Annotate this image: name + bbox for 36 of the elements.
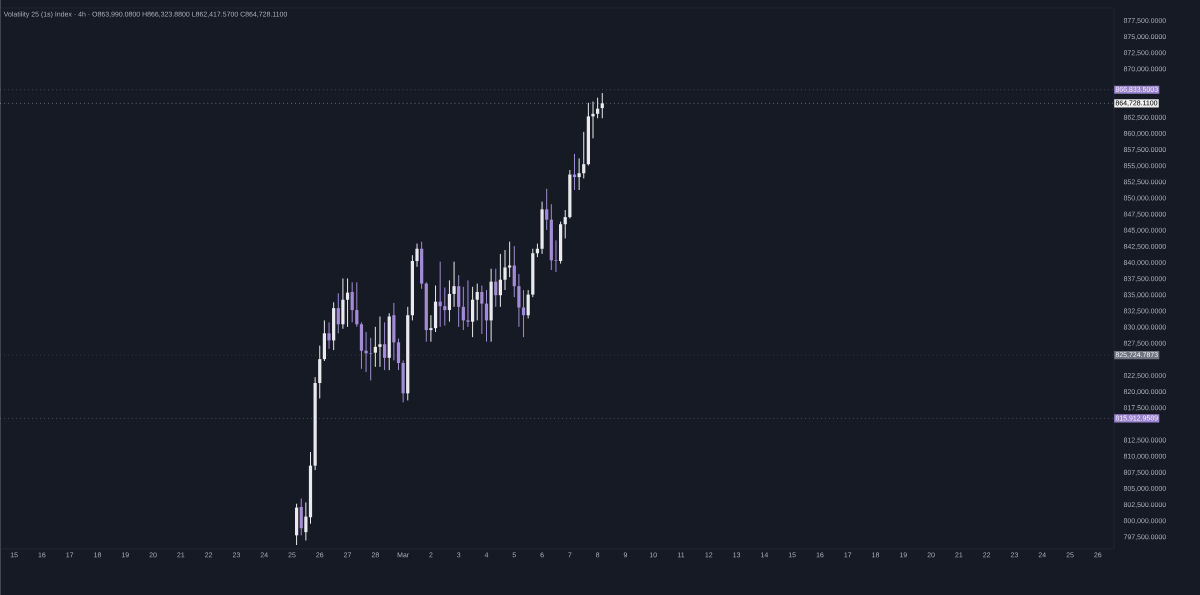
candlestick [355, 281, 359, 328]
candlestick [582, 131, 586, 179]
candlestick [443, 287, 447, 327]
candlestick [304, 501, 308, 542]
candlestick [350, 281, 354, 323]
candlestick [373, 326, 377, 368]
candlestick [364, 331, 368, 373]
candlestick [429, 314, 433, 343]
candlestick [382, 321, 387, 371]
candlestick [396, 338, 401, 371]
candlestick [526, 289, 530, 320]
candlestick [517, 273, 521, 328]
candlestick [498, 253, 502, 308]
candlestick [345, 277, 350, 328]
candlestick [563, 209, 567, 239]
candlestick [318, 345, 322, 400]
candlestick [447, 279, 452, 323]
candlestick [600, 92, 604, 119]
candlestick [457, 274, 461, 328]
candlestick [512, 245, 516, 298]
candlestick [470, 286, 475, 338]
candlestick [521, 289, 526, 338]
candlestick [554, 239, 558, 273]
candlestick [369, 337, 373, 381]
candlestick [299, 498, 303, 536]
candlestick [378, 316, 382, 368]
candlestick [415, 243, 419, 268]
candlestick [503, 249, 507, 291]
candlestick [545, 188, 549, 231]
candlestick [336, 292, 340, 334]
candlestick [466, 279, 470, 328]
candlestick [475, 283, 479, 321]
candlestick [577, 157, 581, 191]
candlestick [480, 285, 484, 335]
candlestick [452, 261, 456, 308]
candlestick [327, 321, 331, 350]
